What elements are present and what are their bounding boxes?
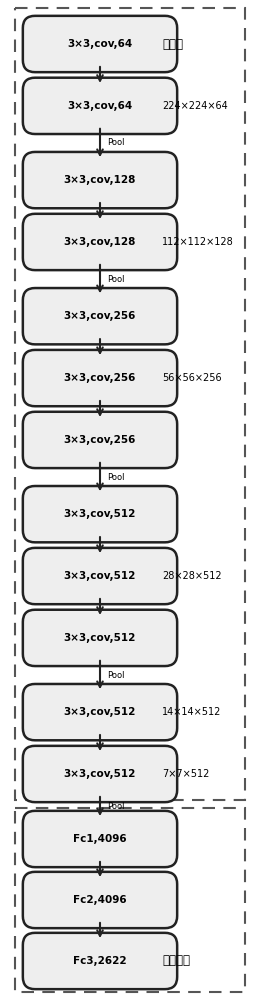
Text: 224×224×64: 224×224×64: [162, 101, 228, 111]
Text: 卷积层: 卷积层: [162, 37, 183, 50]
FancyBboxPatch shape: [23, 78, 177, 134]
Text: Fc2,4096: Fc2,4096: [73, 895, 127, 905]
FancyBboxPatch shape: [23, 350, 177, 406]
FancyBboxPatch shape: [23, 486, 177, 542]
Text: 3×3,cov,512: 3×3,cov,512: [64, 509, 136, 519]
Text: 3×3,cov,512: 3×3,cov,512: [64, 707, 136, 717]
Text: 3×3,cov,512: 3×3,cov,512: [64, 769, 136, 779]
Bar: [15, 8, 245, 800]
Text: Pool: Pool: [107, 802, 124, 811]
Text: 7×7×512: 7×7×512: [162, 769, 209, 779]
Text: 3×3,cov,128: 3×3,cov,128: [64, 175, 136, 185]
FancyBboxPatch shape: [23, 412, 177, 468]
Text: Pool: Pool: [107, 473, 124, 482]
Text: 3×3,cov,512: 3×3,cov,512: [64, 633, 136, 643]
FancyBboxPatch shape: [23, 872, 177, 928]
FancyBboxPatch shape: [23, 684, 177, 740]
Text: 28×28×512: 28×28×512: [162, 571, 222, 581]
Text: 3×3,cov,64: 3×3,cov,64: [67, 101, 133, 111]
Text: Pool: Pool: [107, 138, 124, 147]
Text: 全连接层: 全连接层: [162, 954, 190, 968]
FancyBboxPatch shape: [23, 16, 177, 72]
FancyBboxPatch shape: [23, 288, 177, 344]
Text: Fc1,4096: Fc1,4096: [73, 834, 127, 844]
Text: 3×3,cov,128: 3×3,cov,128: [64, 237, 136, 247]
Text: 56×56×256: 56×56×256: [162, 373, 222, 383]
FancyBboxPatch shape: [23, 811, 177, 867]
FancyBboxPatch shape: [23, 610, 177, 666]
FancyBboxPatch shape: [23, 548, 177, 604]
Text: Pool: Pool: [107, 275, 124, 284]
FancyBboxPatch shape: [23, 746, 177, 802]
Text: Fc3,2622: Fc3,2622: [73, 956, 127, 966]
FancyBboxPatch shape: [23, 152, 177, 208]
FancyBboxPatch shape: [23, 933, 177, 989]
Text: 3×3,cov,256: 3×3,cov,256: [64, 311, 136, 321]
Text: 3×3,cov,64: 3×3,cov,64: [67, 39, 133, 49]
Text: 112×112×128: 112×112×128: [162, 237, 234, 247]
FancyBboxPatch shape: [23, 214, 177, 270]
Text: 14×14×512: 14×14×512: [162, 707, 221, 717]
Text: 3×3,cov,256: 3×3,cov,256: [64, 373, 136, 383]
Text: 3×3,cov,512: 3×3,cov,512: [64, 571, 136, 581]
Text: Pool: Pool: [107, 671, 124, 680]
Text: 3×3,cov,256: 3×3,cov,256: [64, 435, 136, 445]
Bar: [15, 808, 245, 992]
